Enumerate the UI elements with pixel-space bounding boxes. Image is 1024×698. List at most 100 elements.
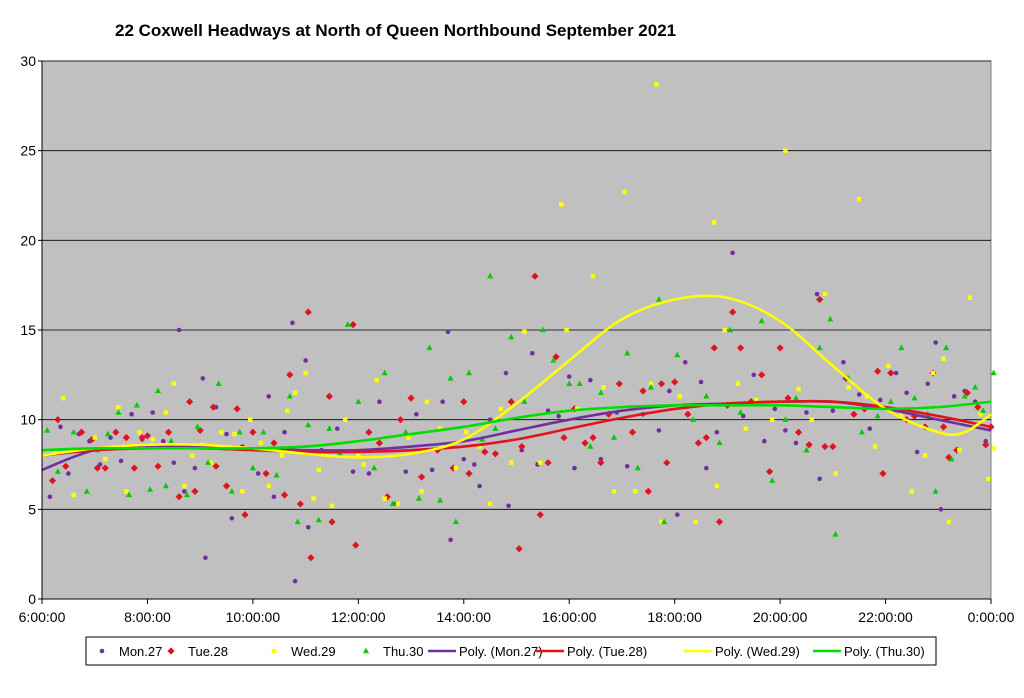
point-tue-28 — [191, 487, 199, 495]
point-tue-28 — [974, 403, 982, 411]
point-wed-29 — [464, 430, 469, 435]
point-wed-29 — [219, 430, 224, 435]
point-wed-29 — [182, 483, 187, 489]
point-mon-27 — [176, 327, 182, 333]
point-wed-29 — [406, 435, 411, 440]
point-tue-28 — [963, 389, 971, 397]
point-thu-30 — [294, 518, 301, 525]
point-tue-28 — [328, 518, 336, 526]
point-thu-30 — [236, 428, 243, 435]
point-wed-29 — [124, 489, 129, 494]
point-mon-27 — [817, 476, 822, 482]
point-thu-30 — [70, 428, 77, 435]
point-tue-28 — [518, 442, 526, 451]
point-thu-30 — [887, 398, 894, 404]
point-wed-29 — [978, 412, 983, 417]
point-wed-29 — [171, 381, 177, 386]
point-thu-30 — [803, 446, 810, 453]
point-mon-27 — [429, 467, 435, 473]
point-wed-29 — [809, 417, 814, 422]
y-tick-label: 25 — [20, 143, 36, 159]
point-wed-29 — [856, 196, 862, 202]
point-thu-30 — [466, 369, 473, 376]
point-wed-29 — [232, 431, 237, 437]
point-tue-28 — [77, 428, 86, 436]
point-tue-28 — [93, 464, 101, 472]
point-wed-29 — [424, 399, 430, 404]
point-mon-27 — [303, 358, 308, 363]
point-thu-30 — [782, 416, 789, 422]
x-tick-label: 0:00:00 — [968, 609, 1015, 625]
point-wed-29 — [316, 467, 321, 473]
point-tue-28 — [222, 482, 231, 490]
point-thu-30 — [273, 471, 280, 478]
point-thu-30 — [125, 491, 132, 498]
point-wed-29 — [509, 460, 514, 465]
point-tue-28 — [365, 428, 373, 436]
x-tick-label: 16:00:00 — [542, 609, 597, 625]
point-wed-29 — [622, 189, 627, 195]
point-tue-28 — [736, 344, 745, 352]
point-mon-27 — [129, 411, 134, 417]
point-mon-27 — [305, 524, 311, 530]
point-mon-27 — [282, 429, 287, 435]
point-wed-29 — [150, 437, 155, 442]
point-thu-30 — [228, 488, 235, 494]
x-tick-label: 22:00:00 — [858, 609, 913, 625]
point-tue-28 — [196, 426, 204, 435]
point-mon-27 — [867, 426, 873, 431]
point-tue-28 — [212, 462, 220, 470]
point-mon-27 — [290, 320, 295, 326]
point-thu-30 — [932, 488, 939, 494]
point-mon-27 — [530, 351, 535, 356]
point-tue-28 — [945, 453, 953, 461]
point-mon-27 — [914, 449, 920, 455]
point-wed-29 — [137, 430, 142, 435]
point-mon-27 — [160, 438, 166, 444]
point-tue-28 — [805, 441, 813, 449]
point-mon-27 — [783, 428, 788, 433]
point-thu-30 — [183, 491, 190, 498]
point-mon-27 — [66, 471, 71, 476]
point-thu-30 — [566, 380, 573, 386]
point-wed-29 — [601, 385, 606, 390]
point-tue-28 — [396, 416, 405, 424]
legend-marker-thu-30 — [363, 647, 369, 654]
point-tue-28 — [154, 462, 162, 470]
point-thu-30 — [355, 398, 362, 404]
point-tue-28 — [262, 469, 270, 478]
point-wed-29 — [754, 397, 759, 403]
point-wed-29 — [885, 363, 891, 369]
point-mon-27 — [472, 462, 477, 467]
point-mon-27 — [588, 377, 593, 383]
point-wed-29 — [743, 426, 749, 431]
point-tue-28 — [465, 469, 473, 478]
point-wed-29 — [342, 417, 348, 422]
point-mon-27 — [951, 394, 957, 399]
point-thu-30 — [769, 477, 776, 483]
y-tick-label: 20 — [20, 232, 36, 248]
legend-label: Poly. (Mon.27) — [459, 644, 543, 659]
point-thu-30 — [858, 428, 865, 435]
point-wed-29 — [311, 496, 316, 501]
point-mon-27 — [856, 392, 862, 397]
point-thu-30 — [194, 423, 201, 430]
point-wed-29 — [92, 435, 97, 440]
point-wed-29 — [941, 356, 946, 361]
point-tue-28 — [270, 439, 278, 447]
point-mon-27 — [925, 381, 931, 387]
point-tue-28 — [639, 387, 647, 395]
point-thu-30 — [133, 401, 140, 408]
point-thu-30 — [83, 488, 90, 494]
point-tue-28 — [280, 491, 289, 499]
point-tue-28 — [628, 428, 637, 436]
point-thu-30 — [415, 495, 422, 501]
point-tue-28 — [407, 394, 415, 402]
point-thu-30 — [587, 443, 594, 449]
point-thu-30 — [827, 315, 834, 322]
legend-label: Thu.30 — [383, 644, 423, 659]
point-thu-30 — [948, 455, 955, 462]
point-tue-28 — [887, 369, 895, 377]
point-mon-27 — [203, 555, 208, 561]
